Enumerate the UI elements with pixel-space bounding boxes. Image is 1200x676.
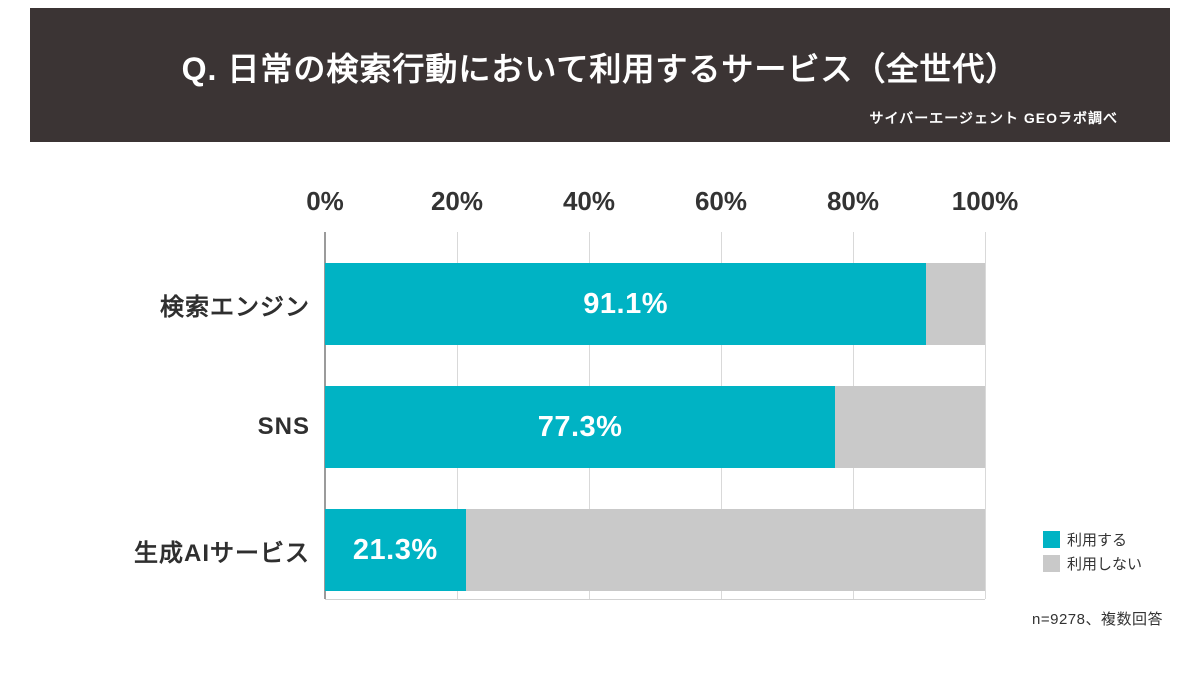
- bar-value-label: 77.3%: [537, 410, 623, 443]
- bar-row: 91.1%: [325, 263, 985, 345]
- legend-swatch: [1043, 554, 1060, 572]
- x-axis-tick-label: 60%: [694, 186, 748, 216]
- legend-item: 利用しない: [1043, 551, 1142, 575]
- gridline: [985, 232, 986, 599]
- bar-segment-use: 77.3%: [325, 386, 836, 468]
- sample-note: n=9278、複数回答: [1032, 611, 1163, 628]
- category-label: SNS: [257, 413, 310, 440]
- bar-segment-use: 91.1%: [325, 263, 927, 345]
- bar-row: 77.3%: [325, 386, 985, 468]
- legend-label: 利用しない: [1067, 555, 1143, 573]
- legend-swatch: [1043, 530, 1060, 548]
- x-axis-tick-label: 40%: [562, 186, 616, 216]
- x-axis-tick-label: 100%: [951, 186, 1019, 216]
- header-banner: Q. 日常の検索行動において利用するサービス（全世代） サイバーエージェント G…: [30, 8, 1170, 142]
- x-axis-tick-label: 20%: [430, 186, 484, 216]
- bar-value-label: 21.3%: [352, 533, 438, 566]
- source-credit: サイバーエージェント GEOラボ調べ: [869, 110, 1118, 126]
- bar-segment-use: 21.3%: [325, 509, 466, 591]
- bar-row: 21.3%: [325, 509, 985, 591]
- x-axis-tick-label: 80%: [826, 186, 880, 216]
- legend-label: 利用する: [1067, 531, 1128, 549]
- legend-item: 利用する: [1043, 527, 1142, 551]
- bar-value-label: 91.1%: [583, 287, 668, 320]
- legend: 利用する 利用しない: [1043, 527, 1142, 575]
- category-label: 検索エンジン: [160, 293, 310, 321]
- category-label: 生成AIサービス: [134, 539, 310, 567]
- plot-area: 91.1% 77.3% 21.3%: [324, 232, 986, 600]
- page-title: Q. 日常の検索行動において利用するサービス（全世代）: [181, 51, 1019, 87]
- x-axis-tick-label: 0%: [306, 186, 344, 216]
